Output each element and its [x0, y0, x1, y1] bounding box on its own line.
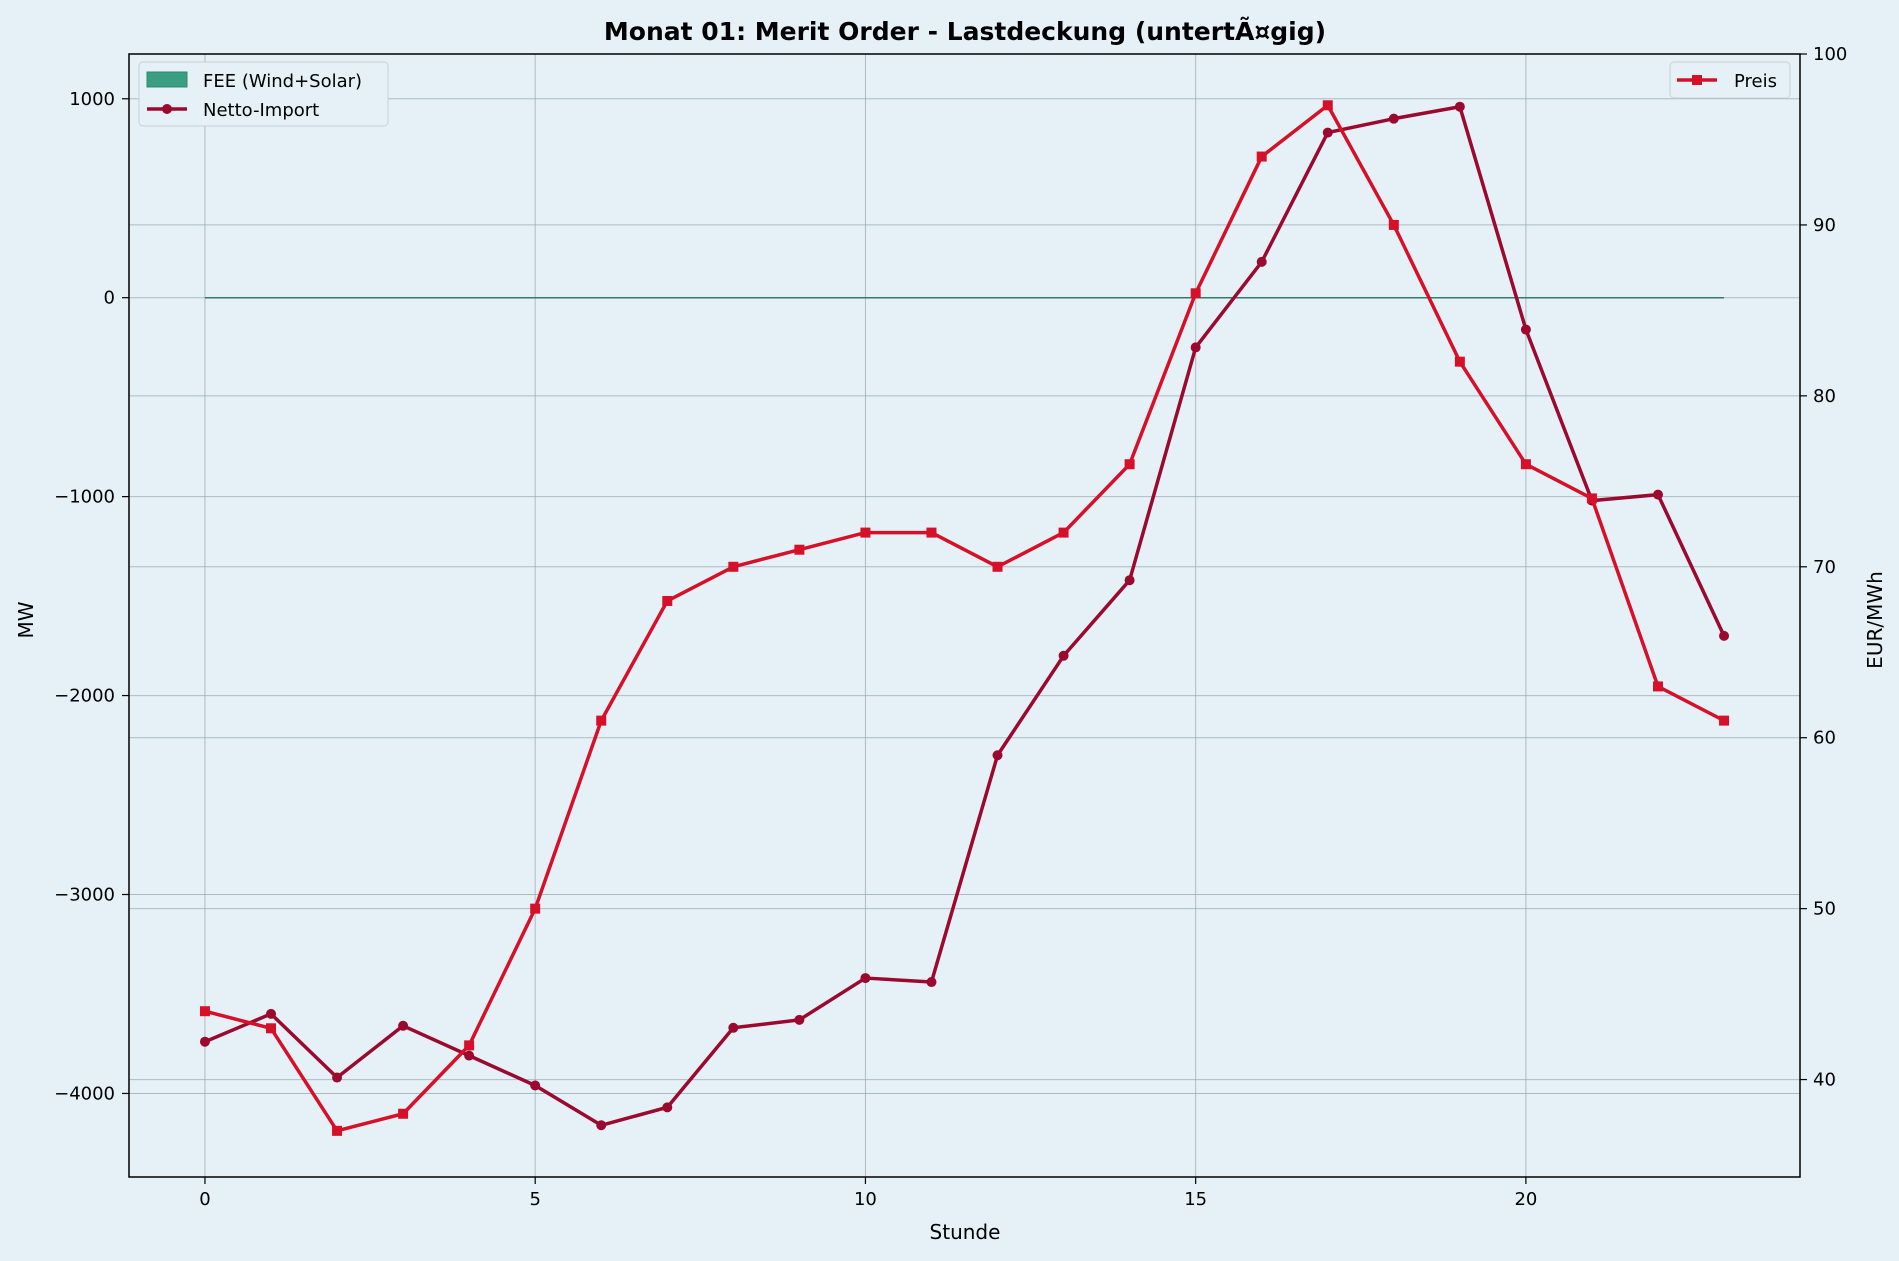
x-tick-label: 0 [199, 1189, 210, 1210]
netto-import-point [1322, 127, 1333, 138]
y-tick-label: −1000 [54, 487, 115, 508]
y2-tick-label: 40 [1813, 1070, 1836, 1091]
y-tick-label: −3000 [54, 885, 115, 906]
netto-import-point [926, 977, 937, 988]
netto-import-point [860, 973, 871, 984]
y2-tick-label: 100 [1813, 44, 1847, 65]
netto-import-point [464, 1050, 475, 1061]
netto-import-point [1190, 342, 1201, 353]
preis-point [1520, 459, 1531, 470]
y2-tick-label: 50 [1813, 899, 1836, 920]
y-axis-label: MW [14, 601, 38, 638]
netto-import-point [266, 1008, 277, 1019]
y-tick-label: −4000 [54, 1083, 115, 1104]
preis-point [860, 527, 871, 538]
preis-point [1322, 100, 1333, 111]
y2-tick-label: 70 [1813, 557, 1836, 578]
preis-point [1190, 288, 1201, 299]
preis-point [1719, 715, 1730, 726]
legend-left: FEE (Wind+Solar) Netto-Import [138, 61, 389, 127]
legend-marker-preis [1692, 75, 1702, 85]
y-tick-label: 0 [104, 288, 115, 309]
legend-label-preis: Preis [1734, 71, 1777, 92]
preis-point [530, 903, 541, 914]
netto-import-line [204, 104, 1726, 1128]
legend-label-fee: FEE (Wind+Solar) [203, 71, 362, 92]
netto-import-point [398, 1020, 409, 1031]
netto-import-point [199, 1036, 210, 1047]
legend-right: Preis [1669, 61, 1791, 99]
netto-import-point [332, 1072, 343, 1083]
preis-point [992, 561, 1003, 572]
preis-point [464, 1040, 475, 1051]
plot-background [129, 54, 1800, 1177]
x-tick-label: 10 [854, 1189, 877, 1210]
preis-point [332, 1125, 343, 1136]
grid-layer [129, 53, 1800, 1177]
netto-import-point [662, 1102, 673, 1113]
legend-left-box [138, 61, 389, 127]
preis-point [1586, 493, 1597, 504]
legend-right-box [1669, 61, 1791, 99]
netto-import-point [992, 750, 1003, 761]
netto-import-point [1520, 324, 1531, 335]
preis-point [199, 1006, 210, 1017]
x-tick-label: 5 [529, 1189, 540, 1210]
chart-title: Monat 01: Merit Order - Lastdeckung (unt… [604, 17, 1326, 46]
netto-import-point [530, 1080, 541, 1091]
x-tick-label: 20 [1514, 1189, 1537, 1210]
y2-tick-label: 80 [1813, 386, 1836, 407]
y2-tick-label: 60 [1813, 728, 1836, 749]
legend-label-netto-import: Netto-Import [203, 100, 319, 121]
preis-point [794, 544, 805, 555]
preis-point [266, 1023, 277, 1034]
netto-import-point [1454, 101, 1465, 112]
preis-point [1388, 219, 1399, 230]
preis-point [1454, 356, 1465, 367]
netto-import-point [1256, 256, 1267, 267]
y2-axis-label: EUR/MWh [1863, 571, 1887, 669]
netto-import-point [728, 1022, 739, 1033]
preis-point [926, 527, 937, 538]
x-axis-label: Stunde [930, 1220, 1001, 1244]
y2-tick-label: 90 [1813, 215, 1836, 236]
legend-marker-netto-import [162, 104, 172, 114]
legend-swatch-fee [146, 71, 188, 88]
preis-point [1652, 681, 1663, 692]
netto-import-point [1652, 489, 1663, 500]
netto-import-point [1388, 113, 1399, 124]
netto-import-point [1124, 575, 1135, 586]
axes-layer: 0 5 10 15 20 1000 0 −1000 −2000 −3000 −4000 40 50 60 7… [54, 44, 1847, 1210]
preis-point [596, 715, 607, 726]
preis-point [1256, 151, 1267, 162]
preis-point [1124, 459, 1135, 470]
netto-import-point [1719, 630, 1730, 641]
netto-import-point [794, 1014, 805, 1025]
x-tick-label: 15 [1184, 1189, 1207, 1210]
netto-import-point [1058, 650, 1069, 661]
netto-import-point [596, 1120, 607, 1131]
preis-point [1058, 527, 1069, 538]
preis-line [204, 103, 1725, 1133]
series-layer [199, 100, 1730, 1136]
plot-frame [128, 53, 1801, 1178]
y-tick-label: −2000 [54, 686, 115, 707]
preis-point [398, 1108, 409, 1119]
preis-point [728, 561, 739, 572]
y-tick-label: 1000 [69, 89, 115, 110]
preis-point [662, 595, 673, 606]
